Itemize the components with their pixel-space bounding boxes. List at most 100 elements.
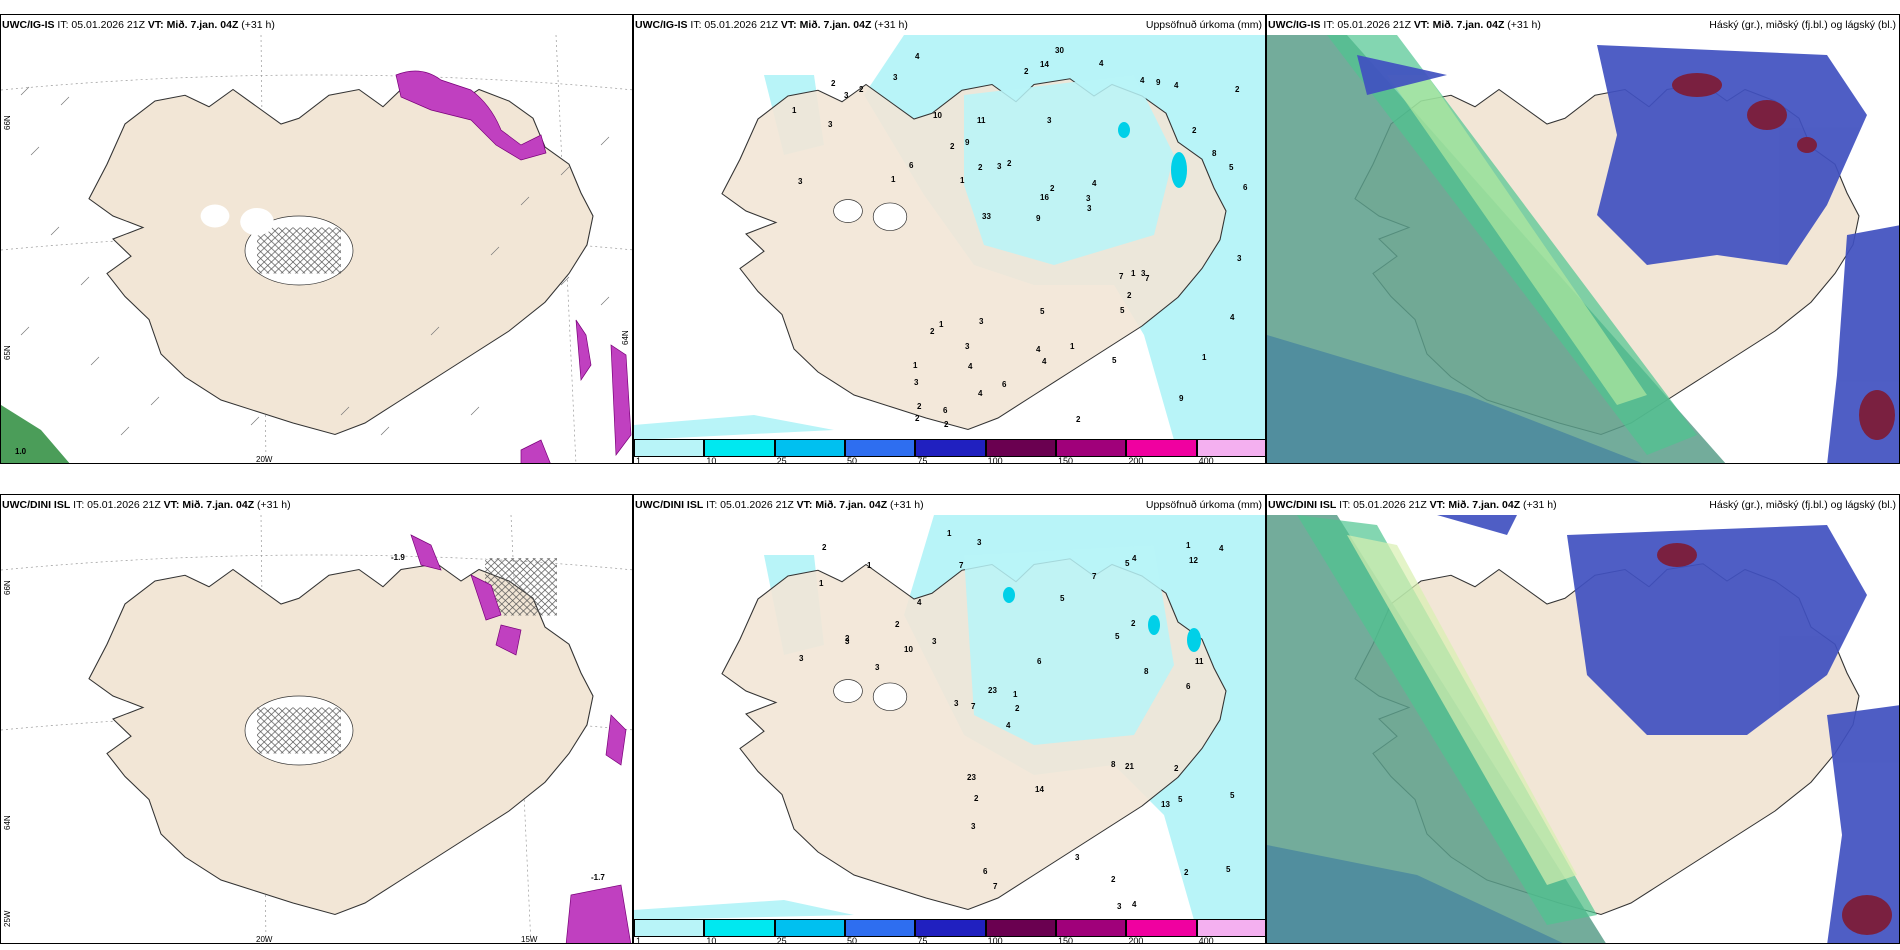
precip-value: 5 xyxy=(1060,594,1065,603)
precip-value: 6 xyxy=(983,867,988,876)
map-canvas xyxy=(1,35,632,463)
precip-value: 7 xyxy=(1119,272,1124,281)
precip-value: 13 xyxy=(1161,800,1170,809)
precip-value: 1 xyxy=(947,529,952,538)
precip-value: 2 xyxy=(1184,868,1189,877)
precip-value: 1 xyxy=(891,175,896,184)
lon-label-20w: 20W xyxy=(256,455,273,464)
precip-value: 5 xyxy=(1112,356,1117,365)
precip-value: 3 xyxy=(1047,116,1052,125)
colorbar-tick-label: 400 xyxy=(1198,456,1214,464)
precip-value: 7 xyxy=(1145,274,1150,283)
precip-value: 1 xyxy=(1070,342,1075,351)
colorbar-tick-label: 25 xyxy=(776,456,787,464)
precip-value: 3 xyxy=(1141,269,1146,278)
precip-value: 3 xyxy=(914,378,919,387)
temperature-label: -1.9 xyxy=(391,553,405,562)
precip-value-labels: 1 1 3 3 2 3 2 3 1 2 3 4 3 4 7 10 14 6 7 8 9 4 16 11 4 3 9 1 3 2 3 1 5 4 5 3… xyxy=(634,35,1265,440)
precip-value: 1 xyxy=(960,176,965,185)
precip-value: 1 xyxy=(939,320,944,329)
precip-colorbar: 1 10 25 50 75 100 150 200 400 xyxy=(634,437,1265,463)
precip-value: 5 xyxy=(1226,865,1231,874)
colorbar-swatch xyxy=(915,919,986,937)
precip-value: 3 xyxy=(965,342,970,351)
precip-value: 11 xyxy=(977,116,986,125)
colorbar-swatch xyxy=(985,439,1056,457)
panel-right-title: Uppsöfnuð úrkoma (mm) xyxy=(1145,499,1262,511)
map-panel-cloud-dini: UWC/DINI ISL IT: 05.01.2026 21Z VT: Mið.… xyxy=(1266,494,1900,944)
panel-header: UWC/DINI ISL IT: 05.01.2026 21Z VT: Mið.… xyxy=(1268,499,1557,511)
colorbar-tick-label: 10 xyxy=(706,936,717,944)
precip-value: 4 xyxy=(1174,81,1179,90)
panel-right-title: Háský (gr.), miðský (fj.bl.) og lágský (… xyxy=(1709,499,1896,511)
precip-value: 5 xyxy=(1120,306,1125,315)
precip-value-labels: 2 3 3 3 2 1 2 1 3 6 21 12 10 8 7 7 3 6 5 5 3 2 2 3 4 5 13 14 23 23 3 11… xyxy=(634,515,1265,920)
colorbar-swatch xyxy=(985,919,1056,937)
precip-value: 2 xyxy=(1076,415,1081,424)
map-panel-wind-ig: UWC/IG-IS IT: 05.01.2026 21Z VT: Mið. 7.… xyxy=(0,14,633,464)
map-canvas xyxy=(634,515,1265,920)
colorbar-tick-label: 50 xyxy=(847,936,858,944)
precip-value: 4 xyxy=(1099,59,1104,68)
precip-value: 1 xyxy=(1186,541,1191,550)
precip-value: 1 xyxy=(867,561,872,570)
map-panel-precip-dini: UWC/DINI ISL IT: 05.01.2026 21Z VT: Mið.… xyxy=(633,494,1266,944)
precip-value: 3 xyxy=(977,538,982,547)
precip-value: 1 xyxy=(1202,353,1207,362)
precip-value: 3 xyxy=(954,699,959,708)
map-panel-cloud-ig: UWC/IG-IS IT: 05.01.2026 21Z VT: Mið. 7.… xyxy=(1266,14,1900,464)
precip-value: 3 xyxy=(845,637,850,646)
precip-value: 33 xyxy=(982,212,991,221)
precip-value: 3 xyxy=(893,73,898,82)
precip-value: 5 xyxy=(1125,559,1130,568)
lat-label-66: 66N xyxy=(3,115,12,130)
precip-value: 4 xyxy=(1092,179,1097,188)
lat-label-64-right: 64N xyxy=(621,330,630,345)
precip-value: 3 xyxy=(932,637,937,646)
precip-value: 2 xyxy=(895,620,900,629)
map-canvas xyxy=(1267,35,1899,463)
precip-value: 2 xyxy=(944,420,949,429)
precip-value: 10 xyxy=(904,645,913,654)
precip-value: 2 xyxy=(917,402,922,411)
panel-header: UWC/IG-IS IT: 05.01.2026 21Z VT: Mið. 7.… xyxy=(635,19,908,31)
colorbar-tick-label: 10 xyxy=(706,456,717,464)
precip-value: 9 xyxy=(1156,78,1161,87)
precip-value: 3 xyxy=(1117,902,1122,911)
precip-value: 1 xyxy=(1131,269,1136,278)
precip-value: 14 xyxy=(1040,60,1049,69)
precip-value: 4 xyxy=(1230,313,1235,322)
precip-value: 7 xyxy=(971,702,976,711)
colorbar-tick-label: 25 xyxy=(776,936,787,944)
precip-value: 12 xyxy=(1189,556,1198,565)
precip-value: 4 xyxy=(1132,900,1137,909)
precip-value: 8 xyxy=(1144,667,1149,676)
precip-value: 6 xyxy=(1037,657,1042,666)
precip-value: 5 xyxy=(1229,163,1234,172)
precip-value: 6 xyxy=(1243,183,1248,192)
colorbar-swatch xyxy=(915,439,986,457)
precip-value: 6 xyxy=(909,161,914,170)
colorbar-tick-label: 100 xyxy=(987,456,1003,464)
precip-value: 2 xyxy=(1127,291,1132,300)
colorbar-tick-label: 100 xyxy=(987,936,1003,944)
precip-value: 1 xyxy=(1013,690,1018,699)
lon-label-15w: 15W xyxy=(521,935,538,944)
precip-value: 2 xyxy=(1174,764,1179,773)
precip-value: 3 xyxy=(875,663,880,672)
precip-value: 8 xyxy=(1111,760,1116,769)
colorbar-tick-label: 75 xyxy=(917,936,928,944)
precip-value: 6 xyxy=(1186,682,1191,691)
colorbar-tick-label: 50 xyxy=(847,456,858,464)
precip-value: 5 xyxy=(1040,307,1045,316)
map-panel-wind-dini: UWC/DINI ISL IT: 05.01.2026 21Z VT: Mið.… xyxy=(0,494,633,944)
colorbar-tick-label: 200 xyxy=(1128,456,1144,464)
precip-value: 4 xyxy=(1132,554,1137,563)
colorbar-swatch xyxy=(774,439,845,457)
precip-value: 3 xyxy=(1087,204,1092,213)
precip-value: 2 xyxy=(859,85,864,94)
colorbar-swatch xyxy=(704,439,775,457)
map-canvas xyxy=(1,515,632,943)
colorbar-swatch xyxy=(845,439,916,457)
precip-value: 2 xyxy=(930,327,935,336)
